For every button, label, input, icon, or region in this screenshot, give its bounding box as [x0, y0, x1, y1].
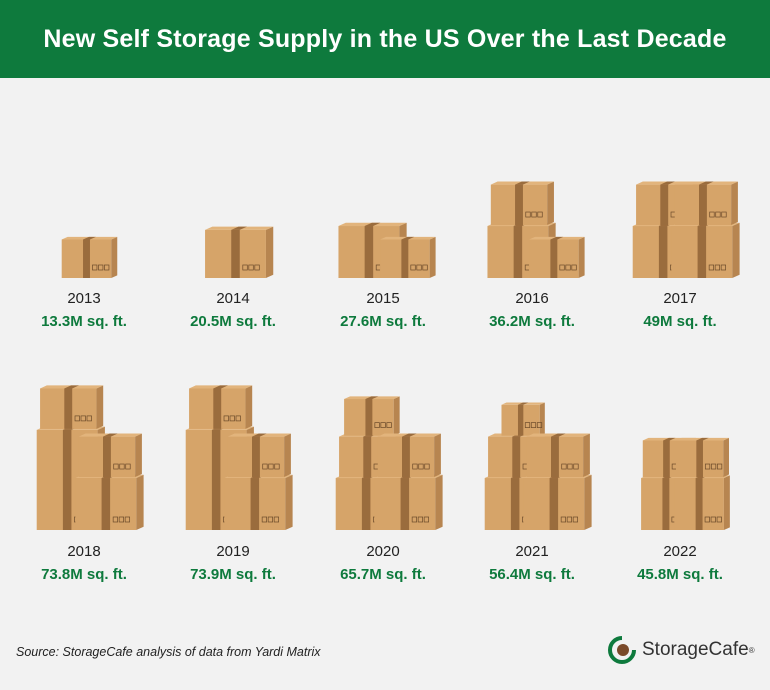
pictograph-group-2019: 2019 73.9M sq. ft.: [185, 385, 293, 583]
box-2015-1-0: [380, 236, 436, 278]
box-2020-0-2: [344, 396, 400, 436]
year-label: 2020: [366, 543, 399, 560]
box-2018-1-1: [78, 433, 142, 478]
box-2021-1-0: [523, 474, 592, 530]
year-label: 2014: [216, 290, 249, 307]
value-label: 27.6M sq. ft.: [340, 313, 426, 330]
year-label: 2015: [366, 290, 399, 307]
year-label: 2013: [67, 290, 100, 307]
box-2020-1-1: [377, 433, 441, 478]
box-2018-1-0: [75, 474, 144, 530]
pictograph-group-2013: 2013 13.3M sq. ft.: [41, 236, 127, 330]
value-label: 73.8M sq. ft.: [41, 566, 127, 583]
box-2021-1-1: [526, 433, 590, 478]
box-2016-0-1: [490, 181, 554, 226]
box-2021-0-2: [501, 402, 545, 436]
box-2022-1-0: [674, 475, 730, 530]
value-label: 56.4M sq. ft.: [489, 566, 575, 583]
pictograph-group-2018: 2018 73.8M sq. ft.: [36, 385, 144, 583]
year-label: 2016: [515, 290, 548, 307]
brand-name: StorageCafe: [642, 639, 749, 660]
box-2019-0-1: [189, 385, 253, 429]
value-label: 20.5M sq. ft.: [190, 313, 276, 330]
value-label: 65.7M sq. ft.: [340, 566, 426, 583]
chart-header: New Self Storage Supply in the US Over t…: [0, 0, 770, 78]
value-label: 13.3M sq. ft.: [41, 313, 127, 330]
box-2019-1-1: [227, 433, 291, 478]
pictograph-group-2021: 2021 56.4M sq. ft.: [484, 402, 592, 583]
year-label: 2019: [216, 543, 249, 560]
year-label: 2021: [515, 543, 548, 560]
chart-title: New Self Storage Supply in the US Over t…: [43, 24, 727, 53]
value-label: 73.9M sq. ft.: [190, 566, 276, 583]
year-label: 2022: [663, 543, 696, 560]
pictograph-group-2022: 2022 45.8M sq. ft.: [637, 437, 730, 583]
pictograph-group-2016: 2016 36.2M sq. ft.: [487, 181, 585, 330]
box-2019-1-0: [224, 474, 293, 530]
box-2014-0-0: [205, 226, 274, 278]
source-note: Source: StorageCafe analysis of data fro…: [16, 645, 321, 659]
box-2016-1-0: [529, 236, 585, 278]
value-label: 45.8M sq. ft.: [637, 566, 723, 583]
box-2017-1-1: [674, 181, 738, 226]
pictograph-group-2015: 2015 27.6M sq. ft.: [338, 222, 436, 330]
box-2018-0-1: [40, 385, 104, 429]
value-label: 49M sq. ft.: [643, 313, 716, 330]
box-2013-0-0: [61, 236, 118, 278]
brand-registered-mark: ®: [748, 645, 755, 655]
year-label: 2017: [663, 290, 696, 307]
box-2022-1-1: [675, 437, 730, 478]
year-label: 2018: [67, 543, 100, 560]
storagecafe-logo-icon: [608, 636, 636, 664]
box-2020-1-0: [374, 474, 443, 530]
pictograph-group-2014: 2014 20.5M sq. ft.: [190, 226, 276, 330]
brand-logo: StorageCafe ®: [608, 636, 755, 664]
box-2017-1-0: [671, 222, 740, 278]
value-label: 36.2M sq. ft.: [489, 313, 575, 330]
pictograph-group-2017: 2017 49M sq. ft.: [632, 181, 740, 330]
pictograph-group-2020: 2020 65.7M sq. ft.: [335, 396, 443, 583]
